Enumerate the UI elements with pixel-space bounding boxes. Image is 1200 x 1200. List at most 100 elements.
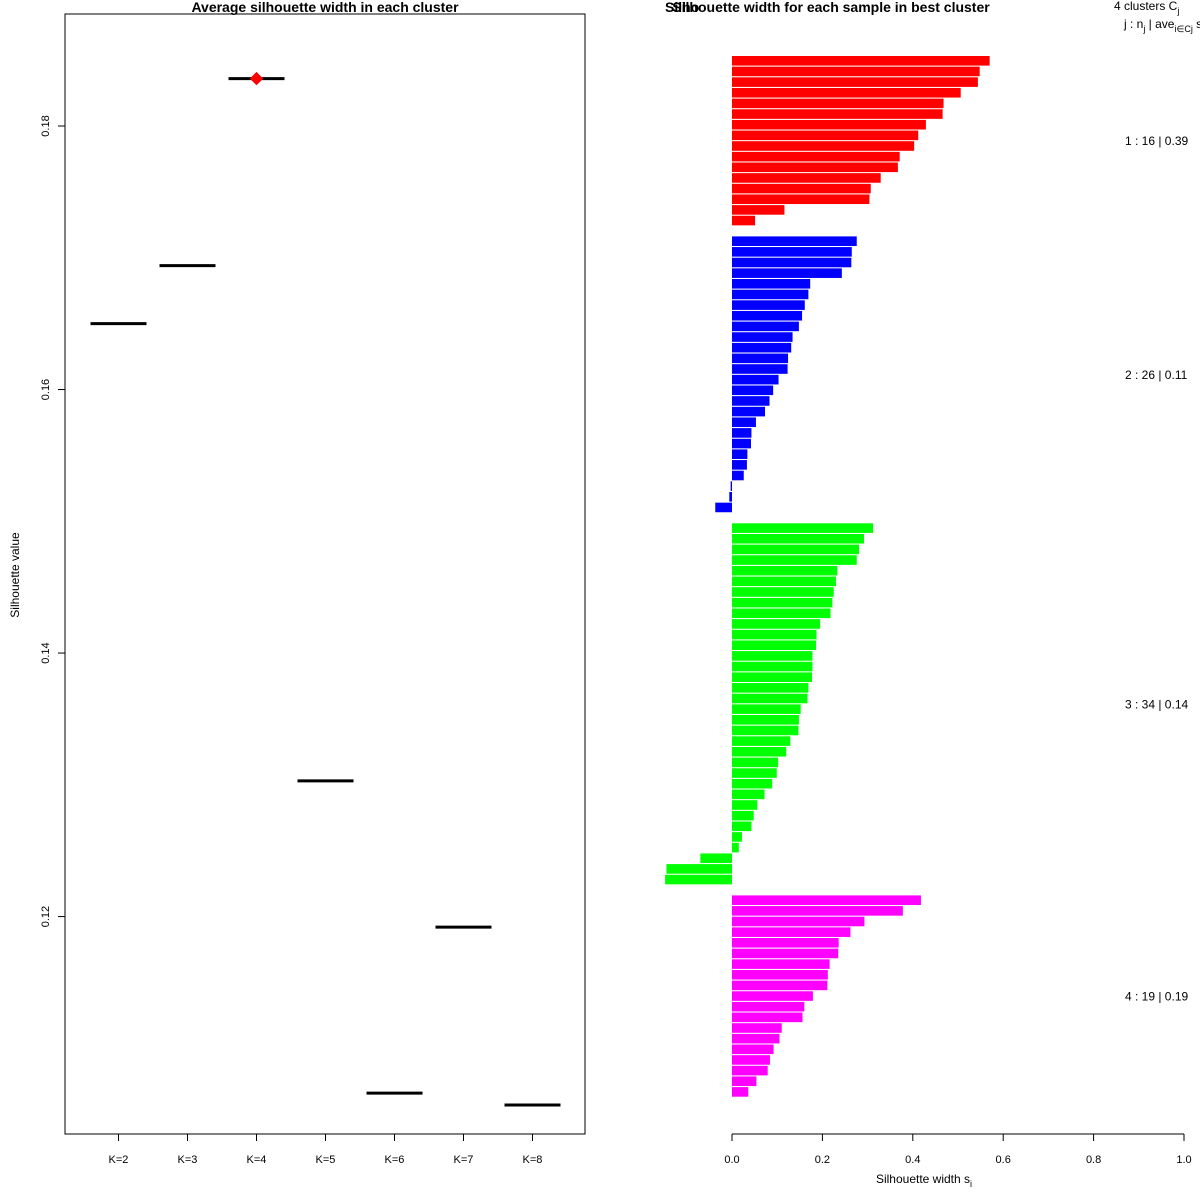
right-xtick-label: 0.2	[815, 1154, 830, 1166]
right-xtick-label: 0.8	[1086, 1154, 1101, 1166]
left-xtick-label: K=2	[109, 1154, 129, 1166]
silhouette-bar	[732, 565, 838, 576]
silhouette-bar	[732, 332, 793, 342]
silhouette-bar	[732, 1033, 780, 1044]
silhouette-bar	[732, 1012, 803, 1023]
silhouette-bar	[732, 544, 860, 555]
silhouette-bar	[732, 991, 813, 1001]
silhouette-bar	[729, 492, 732, 502]
cluster-summary-label: 2 : 26 | 0.11	[1125, 368, 1188, 382]
silhouette-bar	[732, 683, 809, 693]
silhouette-bar	[732, 980, 828, 991]
silhouette-bar	[666, 864, 732, 874]
silhouette-bar	[732, 310, 803, 321]
silhouette-bar	[732, 1001, 805, 1012]
left-xtick-label: K=4	[247, 1154, 267, 1166]
silhouette-bar	[732, 205, 785, 215]
silhouette-bar	[732, 460, 747, 470]
silhouette-bar	[732, 587, 834, 597]
silhouette-bar	[732, 119, 926, 130]
silhouette-bar	[715, 502, 732, 513]
silhouette-bar	[732, 173, 881, 183]
silhouette-bar	[732, 927, 851, 937]
left-xtick-label: K=6	[385, 1154, 405, 1166]
silhouette-bar	[732, 236, 857, 246]
silhouette-bar	[732, 555, 857, 565]
silhouette-bar	[732, 693, 808, 704]
silhouette-bar	[730, 481, 732, 491]
silhouette-bar	[732, 715, 799, 725]
silhouette-bar	[732, 661, 813, 672]
silhouette-bar	[732, 162, 898, 173]
silhouette-bar	[665, 874, 732, 885]
silhouette-bar	[732, 247, 852, 257]
silhouette-bar	[732, 87, 961, 98]
svg-text:4 clusters Cj: 4 clusters Cj	[1114, 0, 1179, 16]
silhouette-bar	[732, 672, 813, 682]
silhouette-bar	[732, 906, 903, 916]
silhouette-bar	[732, 948, 839, 959]
silhouette-bar	[732, 77, 978, 87]
cluster-summary-label: 4 : 19 | 0.19	[1125, 990, 1188, 1004]
silhouette-bar	[732, 109, 943, 119]
left-xtick-label: K=8	[523, 1154, 543, 1166]
left-xtick-label: K=5	[316, 1154, 336, 1166]
silhouette-bar	[732, 916, 865, 927]
right-panel: Silho Silhouette width for each sample i…	[665, 0, 1200, 1189]
silhouette-bar	[732, 746, 787, 757]
silhouette-bar	[732, 130, 919, 141]
silhouette-bar	[732, 640, 817, 651]
silhouette-bar	[732, 938, 839, 948]
silhouette-bar	[732, 385, 774, 396]
right-legend-header: 4 clusters Cj j : nj | avei∈Cj s	[1114, 0, 1200, 34]
svg-text:j : nj | avei∈Cj s: j : nj | avei∈Cj s	[1123, 17, 1200, 34]
silhouette-bar	[732, 789, 765, 800]
legend-line2: j : n	[1123, 17, 1143, 31]
silhouette-bar	[732, 279, 811, 289]
left-data-marks	[90, 71, 561, 1107]
left-x-ticks: K=2 K=3 K=4 K=5 K=6 K=7 K=8	[109, 1134, 543, 1166]
silhouette-bar	[732, 1076, 757, 1087]
silhouette-bar	[732, 1055, 770, 1065]
right-cluster-labels: 1 : 16 | 0.39 2 : 26 | 0.11 3 : 34 | 0.14 4…	[1125, 134, 1188, 1003]
silhouette-bar	[732, 449, 748, 459]
silhouette-bar	[732, 1065, 768, 1076]
silhouette-bar	[732, 289, 809, 300]
silhouette-bar	[732, 183, 871, 194]
silhouette-bar	[732, 1044, 774, 1055]
silhouette-bar	[732, 619, 821, 629]
silhouette-bar	[732, 768, 777, 778]
silhouette-bar	[732, 969, 828, 980]
silhouette-bar	[732, 257, 852, 268]
right-bars	[665, 56, 990, 1097]
silhouette-bar	[732, 268, 842, 278]
silhouette-bar	[732, 821, 752, 832]
silhouette-bar	[732, 428, 752, 438]
silhouette-bar	[732, 800, 758, 810]
left-panel: Average silhouette width in each cluster…	[8, 0, 586, 1166]
silhouette-bar	[732, 576, 836, 587]
silhouette-bar	[732, 757, 779, 768]
silhouette-bar	[732, 842, 739, 853]
left-ytick-label: 0.14	[40, 642, 52, 663]
silhouette-bar	[732, 141, 915, 151]
silhouette-bar	[732, 438, 751, 449]
silhouette-bar	[732, 300, 805, 310]
left-ytick-label: 0.18	[40, 115, 52, 136]
silhouette-bar	[732, 1023, 782, 1033]
left-title: Average silhouette width in each cluster	[191, 0, 459, 15]
cluster-summary-label: 1 : 16 | 0.39	[1125, 134, 1188, 148]
silhouette-bar	[732, 396, 770, 406]
silhouette-bar	[732, 523, 874, 533]
silhouette-bar	[732, 704, 801, 714]
silhouette-bar	[732, 194, 870, 205]
right-xtick-label: 0.6	[996, 1154, 1011, 1166]
cluster-summary-label: 3 : 34 | 0.14	[1125, 697, 1188, 711]
silhouette-bar	[732, 895, 921, 905]
silhouette-bar	[700, 853, 732, 864]
silhouette-bar	[732, 98, 944, 109]
silhouette-bar	[732, 215, 756, 226]
best-k-marker	[249, 71, 264, 86]
silhouette-bar	[732, 533, 864, 544]
left-xtick-label: K=3	[178, 1154, 198, 1166]
